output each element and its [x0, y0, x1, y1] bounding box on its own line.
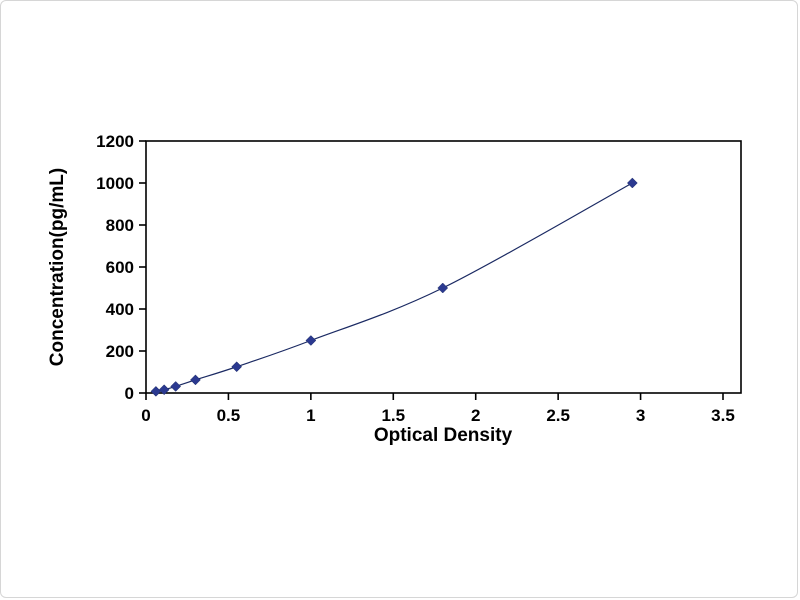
x-tick-label: 3.5	[711, 406, 735, 425]
y-axis-label: Concentration(pg/mL)	[47, 168, 68, 366]
x-tick-label: 3	[636, 406, 645, 425]
y-tick-label: 200	[106, 342, 134, 361]
y-tick-label: 1200	[96, 132, 134, 151]
data-point-marker	[190, 374, 201, 386]
x-axis-ticks: 0 0.5 1 1.5 2 2.5 3 3.5	[141, 393, 735, 425]
data-point-marker	[231, 361, 243, 373]
x-tick-label: 2.5	[546, 406, 570, 425]
y-axis-ticks: 0 200 400 600 800 1000 1200	[96, 132, 146, 403]
x-axis-label: Optical Density	[374, 425, 513, 446]
x-tick-label: 1	[306, 406, 315, 425]
data-point-marker	[158, 384, 170, 396]
series-line	[155, 182, 633, 392]
series-group	[150, 177, 638, 397]
y-tick-label: 400	[106, 300, 134, 319]
y-tick-label: 800	[106, 216, 134, 235]
data-point-marker	[170, 381, 182, 392]
x-tick-label: 0.5	[217, 406, 241, 425]
data-point-marker	[437, 282, 449, 294]
data-point-marker	[626, 177, 638, 189]
x-tick-label: 1.5	[381, 406, 405, 425]
x-tick-label: 2	[471, 406, 480, 425]
y-tick-label: 600	[106, 258, 134, 277]
data-point-marker	[150, 386, 162, 397]
y-tick-label: 0	[125, 384, 134, 403]
x-tick-label: 0	[141, 406, 150, 425]
plot-frame	[145, 140, 742, 394]
data-point-marker	[305, 335, 317, 346]
y-tick-label: 1000	[96, 174, 134, 193]
